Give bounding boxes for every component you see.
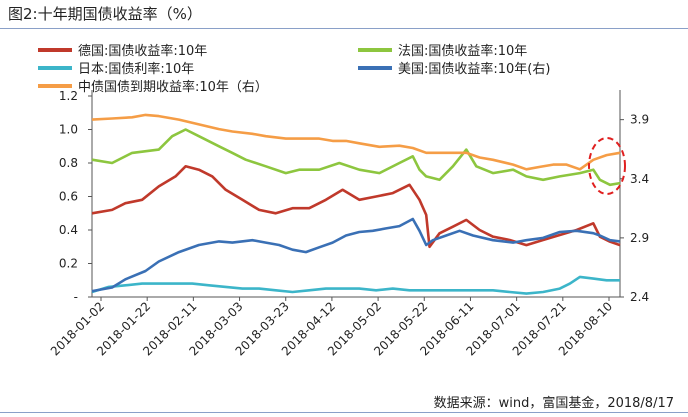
left-tick-label: 1.2	[59, 89, 78, 103]
source-note: 数据来源：wind，富国基金，2018/8/17	[433, 396, 674, 411]
title-divider	[0, 28, 688, 29]
right-tick-label: 2.9	[630, 231, 649, 245]
legend-label-3: 日本:国债利率:10年	[78, 61, 194, 77]
legend-label-1: 德国:国债收益率:10年	[78, 43, 207, 59]
legend-label-2: 法国:国债收益率:10年	[398, 43, 527, 59]
right-tick-label: 3.4	[630, 172, 649, 186]
bottom-divider	[0, 412, 688, 413]
highlight-ellipse	[588, 137, 626, 195]
left-tick-label: 0.4	[59, 223, 78, 237]
right-tick-label: 3.9	[630, 113, 649, 127]
axes-layer: -0.20.40.60.81.01.22.42.93.43.92018-01-0…	[48, 89, 649, 358]
left-tick-label: 0.2	[59, 257, 78, 271]
legend-label-4: 美国:国债收益率:10年(右)	[398, 61, 550, 77]
left-tick-label: 0.6	[59, 190, 78, 204]
page-title: 图2:十年期国债收益率（%）	[8, 5, 202, 23]
left-tick-label: -	[74, 290, 78, 304]
left-tick-label: 1.0	[59, 123, 78, 137]
legend-label-5: 中债国债到期收益率:10年（右）	[78, 79, 268, 95]
plot-frame	[91, 90, 621, 298]
series-line-2	[91, 128, 621, 187]
series-line-5	[91, 113, 621, 171]
left-tick-label: 0.8	[59, 156, 78, 170]
series-line-4	[91, 217, 621, 293]
series-layer	[91, 113, 621, 295]
series-line-1	[91, 165, 621, 249]
series-line-3	[91, 275, 620, 295]
right-tick-label: 2.4	[630, 290, 649, 304]
